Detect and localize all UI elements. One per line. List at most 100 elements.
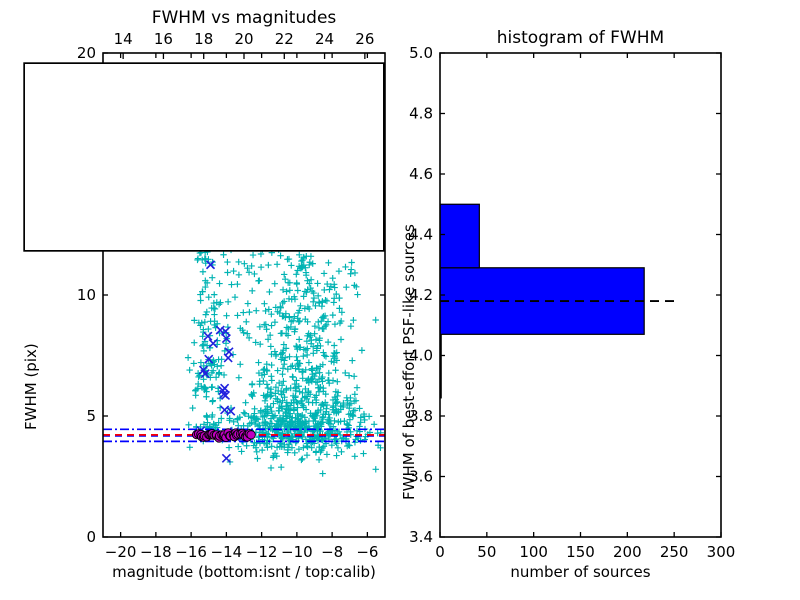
scatter-point-all-sample (352, 397, 360, 404)
scatter-point-all-sample (216, 369, 223, 376)
scatter-point-all-sample (261, 300, 268, 307)
scatter-point-all-sample (202, 277, 209, 284)
scatter-point-all-sample (304, 345, 311, 352)
scatter-point-all-sample (241, 260, 248, 267)
scatter-point-all-sample (292, 414, 299, 422)
scatter-point-all-sample (332, 396, 340, 403)
scatter-point-all-sample (300, 429, 308, 436)
scatter-point-all-sample (325, 420, 333, 427)
scatter-point-all-sample (248, 414, 255, 421)
scatter-point-all-sample (280, 378, 287, 385)
scatter-point-all-sample (294, 267, 301, 274)
scatter-point-all-sample (345, 411, 352, 418)
scatter-point-all-sample (252, 339, 259, 346)
scatter-point-all-sample (353, 384, 361, 391)
scatter-point-all-sample (315, 318, 322, 326)
scatter-point-all-sample (211, 311, 218, 318)
scatter-point-all-sample (324, 376, 332, 384)
scatter-point-all-sample (275, 407, 282, 415)
scatter-top-xtick-label: 16 (154, 30, 173, 48)
scatter-point-all-sample (302, 346, 310, 354)
scatter-point-all-sample (266, 420, 274, 427)
scatter-point-all-sample (340, 399, 347, 407)
scatter-point-all-sample (288, 420, 295, 427)
scatter-point-all-sample (305, 359, 313, 366)
scatter-point-all-sample (319, 373, 326, 381)
scatter-point-all-sample (323, 451, 331, 458)
scatter-point-all-sample (284, 279, 292, 286)
scatter-point-all-sample (301, 414, 309, 421)
scatter-point-all-sample (348, 259, 355, 266)
scatter-point-all-sample (296, 251, 303, 259)
scatter-point-all-sample (270, 413, 277, 421)
scatter-point-all-sample (294, 315, 301, 322)
scatter-point-all-sample (287, 410, 294, 417)
scatter-point-all-sample (345, 441, 352, 449)
histogram-ytick-label: 5.0 (409, 44, 433, 62)
scatter-point-all-sample (237, 361, 244, 368)
scatter-point-all-sample (312, 336, 320, 343)
scatter-point-all-sample (201, 384, 209, 391)
scatter-point-all-sample (333, 290, 340, 298)
scatter-xtick-label: −6 (356, 543, 378, 561)
scatter-point-all-sample (300, 444, 307, 451)
scatter-point-all-sample (299, 368, 307, 375)
scatter-point-all-sample (324, 280, 331, 288)
scatter-point-all-sample (267, 404, 274, 411)
scatter-point-all-sample (210, 299, 218, 307)
scatter-point-all-sample (306, 259, 313, 266)
scatter-point-all-sample (292, 387, 300, 394)
scatter-point-all-sample (356, 405, 363, 412)
scatter-point-all-sample (300, 293, 307, 300)
scatter-point-all-sample (347, 394, 354, 402)
histogram-xtick-label: 0 (435, 543, 445, 561)
scatter-point-rough-sample (220, 390, 231, 400)
scatter-point-all-sample (226, 415, 233, 422)
scatter-point-rough-sample (215, 325, 225, 335)
scatter-point-all-sample (313, 364, 320, 372)
scatter-point-all-sample (291, 380, 299, 388)
scatter-point-rough-sample (226, 406, 236, 416)
scatter-point-all-sample (294, 410, 301, 418)
scatter-point-all-sample (282, 275, 289, 283)
scatter-point-all-sample (255, 359, 262, 366)
scatter-point-all-sample (186, 366, 193, 374)
scatter-point-all-sample (307, 391, 314, 398)
scatter-point-rough-sample (205, 260, 216, 270)
scatter-point-all-sample (248, 380, 256, 388)
scatter-point-all-sample (240, 309, 247, 316)
scatter-point-all-sample (235, 374, 243, 381)
scatter-ytick-label: 0 (86, 528, 96, 546)
scatter-point-all-sample (264, 390, 271, 398)
scatter-point-all-sample (291, 449, 298, 457)
scatter-point-all-sample (320, 314, 327, 322)
scatter-point-all-sample (311, 323, 319, 330)
scatter-point-all-sample (294, 345, 301, 353)
scatter-point-all-sample (372, 316, 379, 324)
scatter-point-all-sample (184, 354, 192, 361)
scatter-point-all-sample (217, 362, 225, 369)
histogram-xtick-label: 300 (707, 543, 736, 561)
scatter-point-all-sample (271, 318, 279, 326)
scatter-point-all-sample (250, 389, 257, 397)
scatter-point-all-sample (271, 412, 279, 419)
scatter-point-all-sample (274, 367, 281, 374)
scatter-point-all-sample (263, 326, 270, 333)
histogram-bar (440, 203, 480, 269)
scatter-point-all-sample (268, 311, 275, 318)
scatter-point-all-sample (272, 383, 280, 391)
scatter-point-all-sample (288, 318, 295, 325)
scatter-point-all-sample (309, 365, 316, 372)
scatter-point-rough-sample (218, 386, 228, 396)
scatter-point-all-sample (330, 359, 338, 366)
scatter-point-all-sample (241, 410, 249, 417)
scatter-point-all-sample (321, 286, 328, 294)
scatter-point-all-sample (257, 250, 265, 258)
scatter-point-all-sample (351, 269, 359, 277)
scatter-point-all-sample (311, 414, 318, 422)
scatter-point-all-sample (302, 436, 310, 443)
scatter-point-all-sample (189, 404, 196, 412)
scatter-title: FWHM vs magnitudes (151, 8, 337, 28)
scatter-point-all-sample (279, 370, 286, 378)
